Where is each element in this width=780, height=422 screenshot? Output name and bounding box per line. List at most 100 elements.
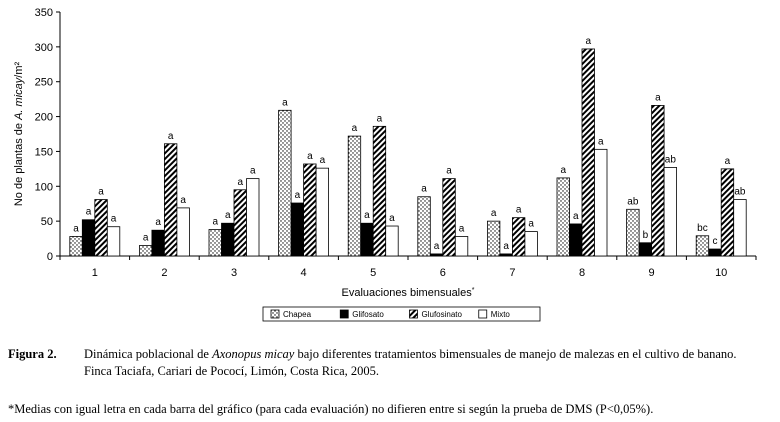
bar-glifosato-6 (429, 253, 444, 257)
significance-letter: a (655, 92, 661, 103)
figure-caption: Figura 2. Dinámica poblacional de Axonopu… (8, 346, 768, 380)
y-tick-label: 150 (35, 146, 53, 158)
bar-glifosato-4 (290, 202, 305, 257)
significance-letter: a (98, 187, 104, 198)
bar-mixto-3 (246, 178, 260, 257)
legend: Chapea Glifosato Glufosinato Mixto (262, 306, 541, 322)
bar-glufosinato-6 (442, 178, 456, 257)
significance-letter: a (503, 241, 509, 252)
bar-glifosato-7 (499, 253, 513, 257)
y-tick-label: 200 (35, 112, 53, 124)
significance-letter: a (307, 151, 313, 162)
significance-letter: a (212, 217, 218, 228)
significance-letter: a (237, 177, 243, 188)
x-tick-label: 2 (161, 267, 167, 279)
significance-letter: a (295, 190, 301, 201)
bar-mixto-1 (106, 226, 121, 257)
legend-swatch-glifosato (339, 309, 349, 319)
significance-letter: ab (734, 187, 746, 198)
bar-glifosato-10 (708, 248, 722, 257)
x-tick-label: 9 (649, 267, 655, 279)
axes: 0 50 100 150 200 250 300 350 No de plantas de A.… (13, 7, 757, 299)
footnote: *Medias con igual letra en cada barra de… (8, 402, 654, 416)
caption-text-before: Dinámica poblacional de (84, 347, 213, 361)
x-tick-label: 7 (509, 267, 515, 279)
significance-letter: a (250, 166, 256, 177)
legend-swatch-glufosinato (409, 309, 418, 319)
bar-mixto-2 (176, 207, 190, 257)
significance-letter: a (73, 223, 79, 234)
significance-letter: a (111, 214, 117, 225)
bar-mixto-5 (385, 225, 399, 257)
y-tick-label: 350 (35, 7, 53, 19)
significance-letter: a (143, 233, 149, 244)
significance-letter: a (225, 210, 231, 221)
y-tick-label: 50 (41, 216, 53, 228)
bar-chapea-7 (486, 220, 501, 257)
bar-chapea-9 (626, 208, 640, 257)
bar-chapea-6 (417, 196, 431, 257)
bar-glufosinato-8 (581, 48, 595, 257)
significance-letter: a (320, 155, 326, 166)
bar-chapea-2 (138, 245, 153, 257)
bar-glifosato-8 (569, 223, 583, 257)
bar-mixto-6 (454, 236, 469, 257)
caption-body: Dinámica poblacional de Axonopus micay b… (84, 346, 764, 380)
x-tick-label: 3 (231, 267, 237, 279)
significance-letter: a (491, 208, 497, 219)
x-tick-label: 5 (370, 267, 376, 279)
bar-glifosato-5 (360, 222, 374, 257)
y-axis-title: No de plantas de A. micay/m² (13, 62, 25, 207)
significance-letter: a (560, 165, 566, 176)
y-axis-title-species: A. micay (13, 76, 25, 121)
bar-glifosato-1 (81, 219, 96, 257)
significance-letter: a (725, 156, 731, 167)
y-tick-label: 250 (35, 77, 53, 89)
caption-text-after: bajo diferentes tratamientos bimensuales… (84, 347, 737, 378)
x-tick-label: 1 (92, 267, 98, 279)
bar-glufosinato-5 (372, 125, 387, 257)
legend-box (262, 306, 541, 322)
significance-letter: a (364, 210, 370, 221)
y-axis-title-suffix: /m² (13, 62, 25, 78)
bar-chapea-3 (208, 229, 222, 257)
significance-letter: a (459, 223, 465, 234)
legend-label-chapea: Chapea (283, 310, 312, 319)
bar-chapea-1 (69, 236, 83, 257)
significance-letter: ab (627, 196, 639, 207)
x-tick-label: 8 (579, 267, 585, 279)
legend-label-glufosinato: Glufosinato (422, 310, 463, 319)
bar-mixto-4 (315, 167, 330, 257)
significance-letter: a (86, 207, 92, 218)
bar-glufosinato-9 (651, 105, 665, 257)
significance-letter: a (180, 195, 186, 206)
bar-glifosato-3 (221, 222, 235, 257)
bar-chapea-4 (278, 109, 292, 257)
bar-mixto-10 (733, 199, 747, 257)
figure-label: Figura 2. (8, 347, 57, 361)
legend-swatch-mixto (478, 309, 488, 319)
bar-chapea-8 (556, 177, 570, 257)
y-tick-label: 0 (47, 251, 53, 263)
x-tick-label: 6 (440, 267, 446, 279)
legend-label-glifosato: Glifosato (352, 310, 384, 319)
x-tick-label: 10 (715, 267, 727, 279)
y-tick-label: 100 (35, 181, 53, 193)
bar-mixto-7 (524, 231, 538, 257)
significance-letter: a (434, 241, 440, 252)
significance-letter: a (421, 184, 427, 195)
x-axis-title-text: Evaluaciones bimensuales (342, 287, 473, 299)
bar-glufosinato-4 (303, 163, 317, 257)
x-axis-title: Evaluaciones bimensuales* (342, 287, 475, 299)
bar-chapea-10 (695, 235, 710, 257)
significance-letter: a (352, 123, 358, 134)
bar-mixto-8 (594, 148, 608, 257)
significance-letter: a (516, 205, 522, 216)
bar-glufosinato-3 (233, 189, 247, 257)
bar-glifosato-9 (638, 242, 652, 257)
significance-letter: a (155, 217, 161, 228)
significance-letter: bc (697, 223, 708, 234)
significance-letter: a (389, 213, 395, 224)
significance-letter: a (573, 211, 579, 222)
